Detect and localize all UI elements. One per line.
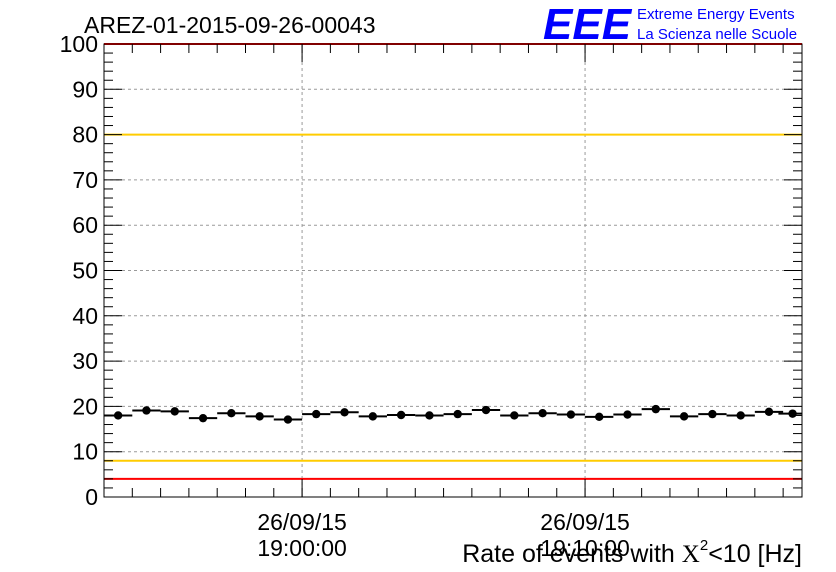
y-tick-label: 90 (72, 76, 98, 102)
x-tick-time: 19:10:00 (540, 535, 630, 561)
data-point (538, 408, 547, 418)
data-point (708, 409, 717, 419)
y-tick-label: 50 (72, 258, 98, 284)
data-point (198, 413, 208, 423)
y-tick-labels: 0 10 20 30 40 50 60 70 80 90 100 (60, 31, 98, 510)
data-point (510, 411, 519, 420)
logo-line-1: Extreme Energy Events (637, 6, 795, 23)
y-tick-label: 80 (72, 122, 98, 148)
y-tick-label: 100 (60, 31, 98, 57)
data-point (595, 412, 604, 422)
run-title: AREZ-01-2015-09-26-00043 (84, 12, 376, 38)
eee-logo: EEE Extreme Energy Events La Scienza nel… (543, 0, 797, 49)
data-point (170, 407, 179, 416)
data-point (312, 409, 321, 419)
y-tick-label: 10 (72, 439, 98, 465)
data-point (227, 408, 236, 418)
data-point (113, 411, 123, 420)
data-point (566, 410, 576, 419)
data-point (481, 405, 491, 415)
data-point (453, 409, 462, 419)
y-tick-label: 20 (72, 393, 98, 419)
grid (104, 44, 802, 497)
data-point (255, 412, 264, 421)
data-point (396, 410, 406, 420)
data-point (788, 409, 797, 418)
eee-logo-text: EEE (543, 0, 633, 49)
x-tick-date: 26/09/15 (540, 509, 630, 535)
x-axis-title: Rate of events with X2<10 [Hz] (462, 537, 802, 568)
logo-line-2: La Scienza nelle Scuole (637, 26, 797, 43)
plot-frame (103, 43, 803, 498)
data-point (623, 410, 632, 419)
data-point (679, 412, 689, 421)
y-tick-label: 30 (72, 348, 98, 374)
data-point (425, 411, 434, 420)
y-tick-label: 0 (85, 484, 98, 510)
data-points (104, 404, 802, 424)
data-point (368, 412, 378, 421)
x-tick-date: 26/09/15 (257, 509, 347, 535)
data-point (764, 407, 774, 417)
x-tick-time: 19:00:00 (257, 535, 347, 561)
y-tick-label: 60 (72, 212, 98, 238)
data-point (651, 404, 660, 414)
data-point (283, 415, 293, 424)
data-point (340, 408, 349, 417)
data-point (142, 406, 151, 415)
y-tick-label: 70 (72, 167, 98, 193)
y-tick-label: 40 (72, 303, 98, 329)
data-point (736, 411, 745, 420)
